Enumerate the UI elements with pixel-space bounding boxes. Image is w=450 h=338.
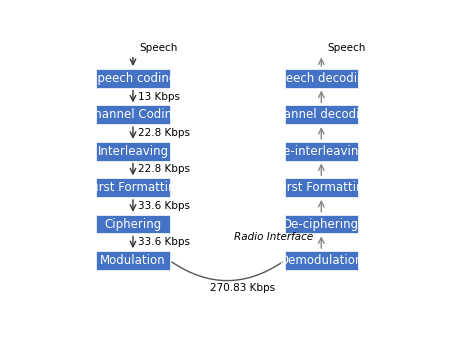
FancyBboxPatch shape [285,178,358,197]
Text: Speech decoding: Speech decoding [271,72,372,85]
Text: 22.8 Kbps: 22.8 Kbps [138,128,190,138]
Text: Burst Formatting: Burst Formatting [83,181,183,194]
Text: Modulation: Modulation [100,254,166,267]
Text: 33.6 Kbps: 33.6 Kbps [138,201,190,211]
FancyBboxPatch shape [96,215,170,234]
FancyBboxPatch shape [285,215,358,234]
FancyBboxPatch shape [96,251,170,270]
FancyBboxPatch shape [96,105,170,124]
Text: Speech: Speech [139,43,178,53]
Text: Ciphering: Ciphering [104,218,162,231]
Text: Speech: Speech [328,43,366,53]
Text: Channel Coding: Channel Coding [86,108,180,121]
FancyBboxPatch shape [96,178,170,197]
Text: 13 Kbps: 13 Kbps [138,92,180,101]
FancyBboxPatch shape [285,105,358,124]
Text: Speech coding: Speech coding [90,72,176,85]
Text: 22.8 Kbps: 22.8 Kbps [138,164,190,174]
Text: De-interleaving: De-interleaving [275,145,367,158]
Text: Interleaving: Interleaving [97,145,169,158]
FancyBboxPatch shape [285,142,358,161]
FancyBboxPatch shape [285,69,358,88]
Text: Radio Interface: Radio Interface [234,232,313,242]
FancyBboxPatch shape [285,251,358,270]
Text: De-ciphering: De-ciphering [283,218,360,231]
FancyBboxPatch shape [96,69,170,88]
Text: 33.6 Kbps: 33.6 Kbps [138,237,190,247]
Text: 270.83 Kbps: 270.83 Kbps [210,283,275,293]
Text: Burst Formatting: Burst Formatting [271,181,371,194]
Text: Demodulation: Demodulation [279,254,363,267]
FancyBboxPatch shape [96,142,170,161]
Text: Channel decoding: Channel decoding [268,108,374,121]
